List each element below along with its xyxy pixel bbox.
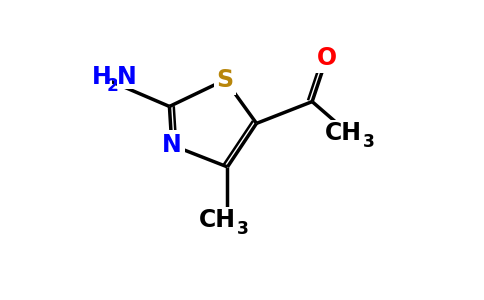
Text: S: S xyxy=(216,68,234,92)
Text: N: N xyxy=(117,65,136,89)
Text: O: O xyxy=(317,46,337,70)
Text: 3: 3 xyxy=(237,220,249,238)
Text: H: H xyxy=(92,65,111,89)
Text: CH: CH xyxy=(325,121,362,145)
Text: N: N xyxy=(162,133,182,157)
Text: CH: CH xyxy=(199,208,236,232)
Text: 3: 3 xyxy=(363,133,375,151)
Text: 2: 2 xyxy=(106,77,118,95)
